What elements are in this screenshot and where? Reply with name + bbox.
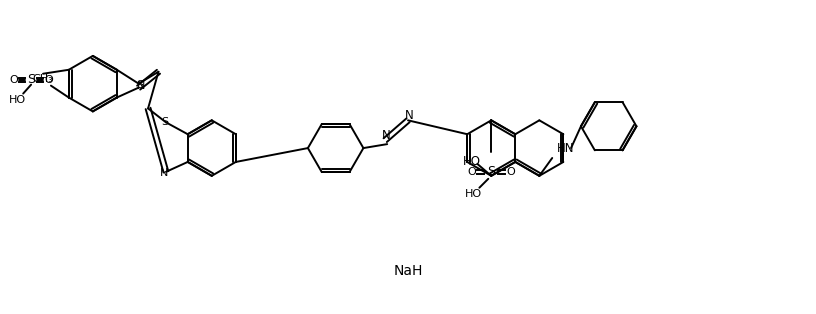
Text: HO: HO: [9, 95, 26, 105]
Text: N: N: [136, 81, 144, 91]
Text: O: O: [507, 167, 516, 177]
Text: NaH: NaH: [393, 264, 423, 278]
Text: HO: HO: [465, 189, 482, 199]
Text: S: S: [136, 80, 143, 89]
Text: HO: HO: [463, 155, 481, 168]
Text: N: N: [160, 168, 168, 178]
Text: O: O: [467, 167, 476, 177]
Text: N: N: [382, 129, 391, 142]
Text: S: S: [162, 117, 168, 127]
Text: HN: HN: [557, 142, 574, 154]
Text: CH₃: CH₃: [33, 74, 53, 84]
Text: N: N: [405, 109, 414, 122]
Text: O: O: [9, 75, 18, 85]
Text: O: O: [45, 75, 53, 85]
Text: S: S: [27, 73, 35, 86]
Text: S: S: [487, 165, 495, 178]
